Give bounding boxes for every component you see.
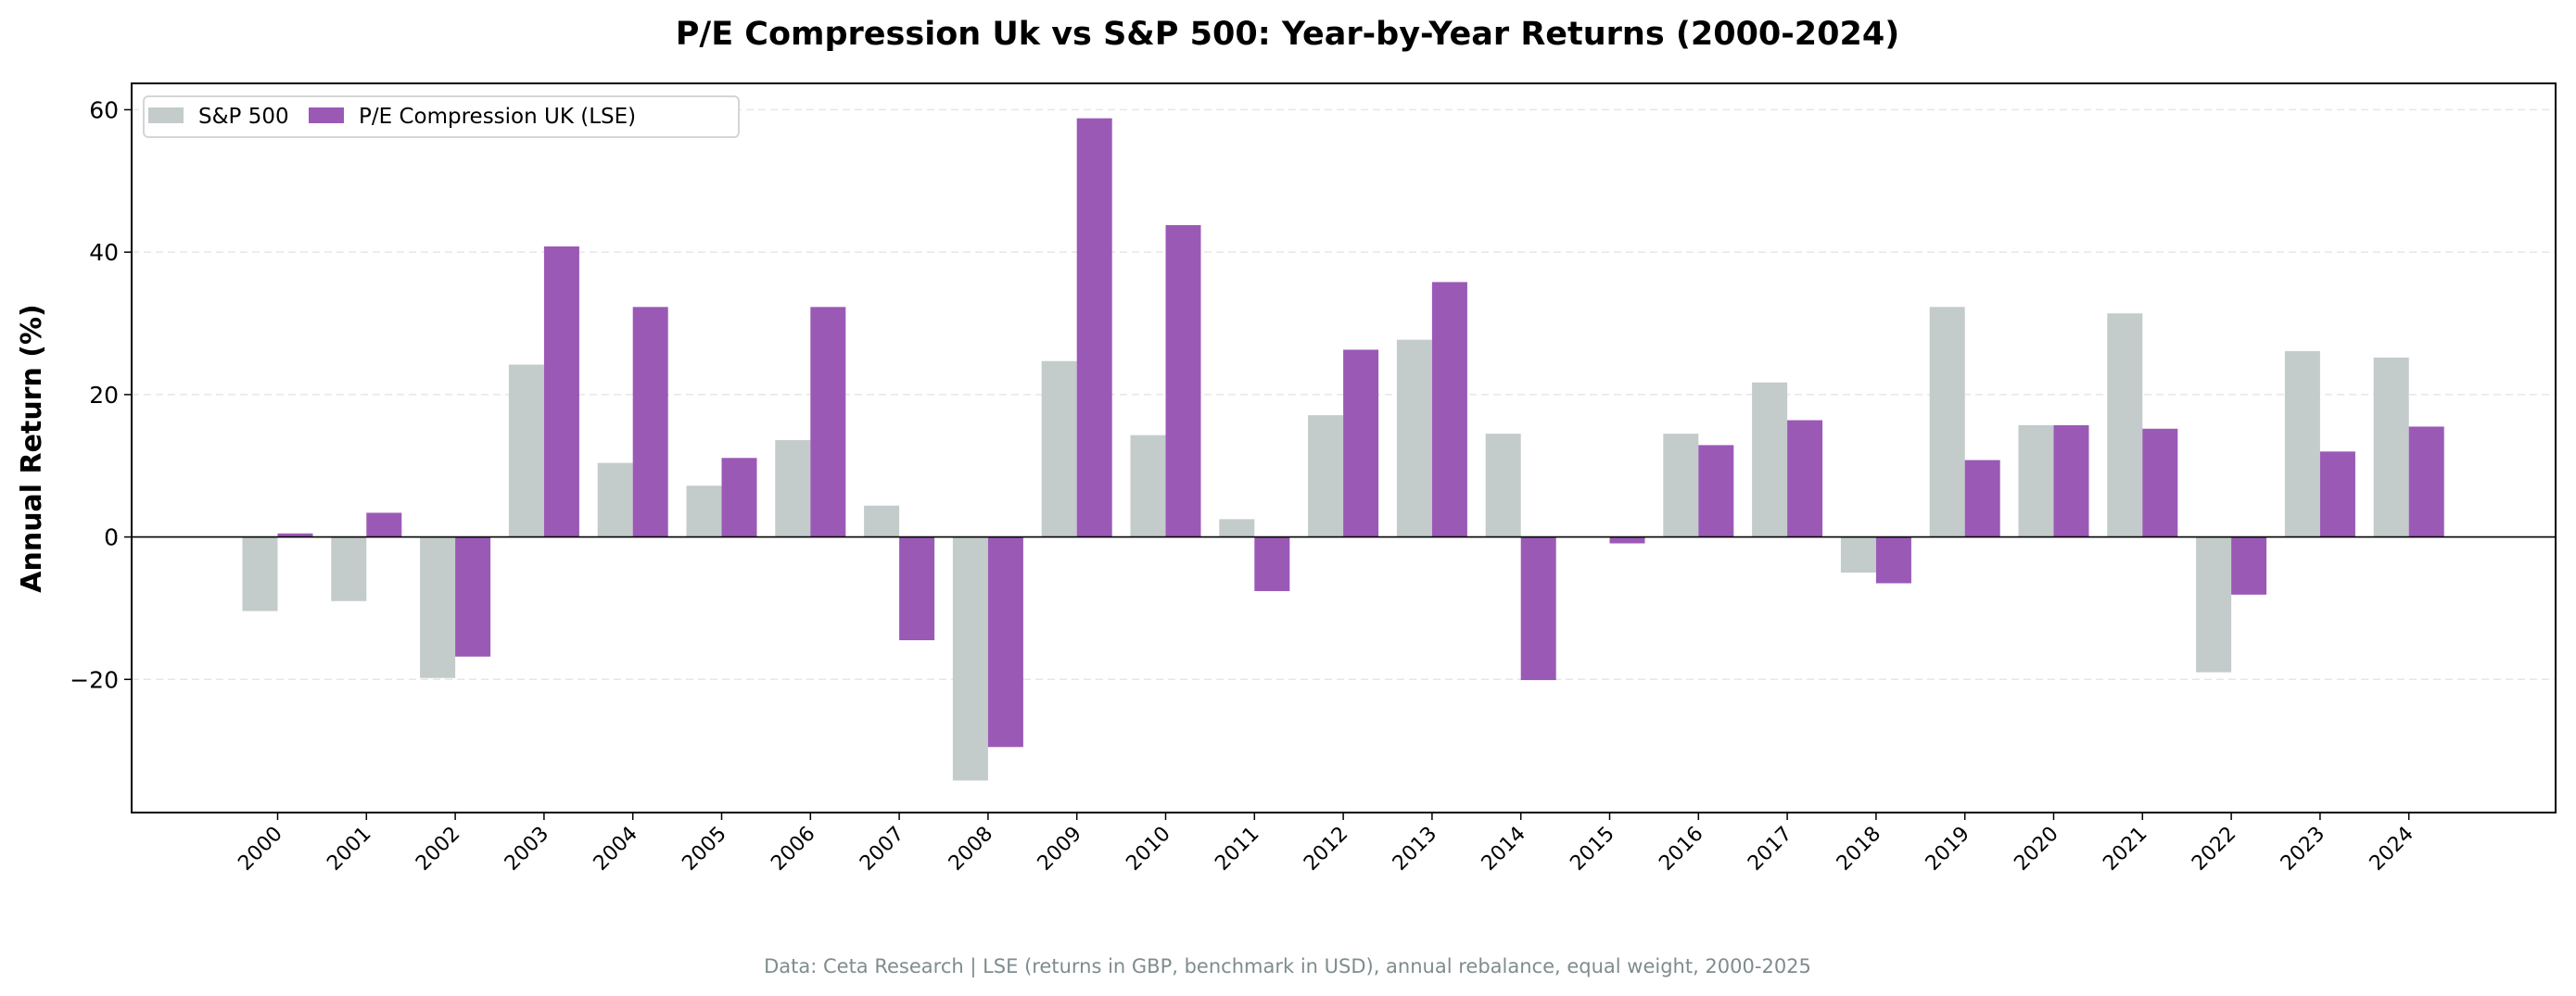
legend-frame	[143, 95, 740, 138]
x-tick-label: 2023	[2277, 823, 2329, 876]
bar-pe-compression-uk-2023	[2319, 451, 2355, 537]
bar-sp500-2017	[1752, 382, 1788, 537]
bar-sp500-2013	[1396, 339, 1432, 537]
bar-pe-compression-uk-2021	[2142, 428, 2178, 537]
bar-pe-compression-uk-2000	[277, 533, 313, 537]
bar-pe-compression-uk-2011	[1254, 536, 1290, 591]
bar-sp500-2010	[1130, 435, 1166, 537]
bar-pe-compression-uk-2002	[455, 536, 491, 657]
bar-sp500-2004	[597, 462, 633, 537]
legend-swatch-pe-compression-uk	[309, 107, 344, 123]
x-tick-label: 2001	[323, 823, 375, 876]
x-tick-label: 2002	[412, 823, 464, 876]
x-tick-label: 2017	[1744, 823, 1796, 876]
legend-label-sp500: S&P 500	[198, 105, 289, 129]
bar-sp500-2002	[420, 536, 456, 678]
bar-pe-compression-uk-2022	[2231, 536, 2267, 595]
x-tick-label: 2004	[590, 823, 642, 876]
y-tick-label: −20	[70, 666, 119, 693]
legend-swatch-sp500	[148, 107, 184, 123]
x-tick-label: 2003	[501, 823, 553, 876]
legend: S&P 500 P/E Compression UK (LSE)	[143, 95, 740, 138]
bar-pe-compression-uk-2009	[1076, 118, 1112, 537]
bar-sp500-2014	[1485, 434, 1521, 537]
x-tick-label: 2015	[1566, 823, 1618, 876]
bar-pe-compression-uk-2018	[1875, 536, 1911, 584]
x-tick-label: 2024	[2366, 823, 2418, 876]
bar-pe-compression-uk-2013	[1431, 282, 1467, 537]
bar-pe-compression-uk-2007	[899, 536, 935, 641]
bar-pe-compression-uk-2012	[1343, 349, 1379, 537]
bar-sp500-2012	[1308, 415, 1344, 537]
bar-sp500-2021	[2107, 313, 2143, 537]
bar-pe-compression-uk-2003	[543, 246, 579, 537]
x-tick-label: 2008	[945, 823, 997, 876]
x-tick-label: 2011	[1211, 823, 1263, 876]
bar-sp500-2006	[775, 440, 811, 537]
x-tick-label: 2006	[767, 823, 819, 876]
x-tick-label: 2018	[1833, 823, 1885, 876]
x-tick-label: 2020	[2010, 823, 2062, 876]
y-tick-label: 0	[104, 524, 119, 551]
x-tick-label: 2016	[1655, 823, 1707, 876]
bar-sp500-2001	[331, 536, 367, 601]
bar-pe-compression-uk-2019	[1964, 460, 2000, 537]
footnote: Data: Ceta Research | LSE (returns in GB…	[764, 955, 1811, 978]
bar-pe-compression-uk-2005	[721, 458, 757, 537]
bar-sp500-2003	[508, 364, 544, 537]
bar-sp500-2000	[242, 536, 278, 611]
x-tick-label: 2005	[678, 823, 730, 876]
bar-pe-compression-uk-2017	[1787, 420, 1823, 537]
bar-pe-compression-uk-2008	[987, 536, 1023, 748]
x-tick-label: 2012	[1300, 823, 1352, 876]
x-tick-label: 2009	[1034, 823, 1086, 876]
y-axis-label: Annual Return (%)	[16, 304, 48, 592]
x-tick-label: 2010	[1122, 823, 1174, 876]
x-tick-label: 2014	[1478, 823, 1530, 876]
bar-sp500-2022	[2196, 536, 2232, 673]
bar-sp500-2018	[1840, 536, 1876, 573]
x-tick-label: 2000	[234, 823, 286, 876]
bar-pe-compression-uk-2010	[1165, 224, 1201, 537]
bar-sp500-2024	[2373, 357, 2409, 537]
bar-sp500-2005	[686, 485, 722, 537]
bars	[242, 118, 2444, 781]
bar-pe-compression-uk-2016	[1698, 445, 1734, 537]
bar-sp500-2020	[2018, 424, 2054, 537]
bar-sp500-2016	[1663, 434, 1699, 537]
bar-sp500-2007	[864, 505, 900, 537]
x-tick-label: 2013	[1389, 823, 1441, 876]
bar-pe-compression-uk-2014	[1520, 536, 1556, 681]
bar-pe-compression-uk-2001	[366, 512, 402, 537]
bar-sp500-2023	[2284, 350, 2320, 537]
bar-sp500-2009	[1041, 360, 1077, 537]
y-tick-label: 20	[89, 382, 119, 409]
x-tick-label: 2007	[856, 823, 908, 876]
x-tick-label: 2019	[1922, 823, 1974, 876]
x-tick-label: 2021	[2099, 823, 2151, 876]
bar-sp500-2011	[1219, 519, 1255, 537]
legend-label-pe-compression-uk: P/E Compression UK (LSE)	[359, 105, 636, 129]
y-tick-label: 40	[89, 239, 119, 266]
chart-title: P/E Compression Uk vs S&P 500: Year-by-Y…	[676, 16, 1899, 53]
bar-pe-compression-uk-2004	[632, 307, 668, 537]
bar-pe-compression-uk-2024	[2408, 426, 2444, 537]
bar-sp500-2019	[1929, 307, 1965, 537]
bar-pe-compression-uk-2006	[810, 307, 846, 537]
x-tick-label: 2022	[2188, 823, 2240, 876]
bar-pe-compression-uk-2015	[1609, 536, 1645, 544]
y-tick-label: 60	[89, 96, 119, 123]
bar-sp500-2008	[952, 536, 988, 781]
bar-pe-compression-uk-2020	[2053, 424, 2089, 537]
